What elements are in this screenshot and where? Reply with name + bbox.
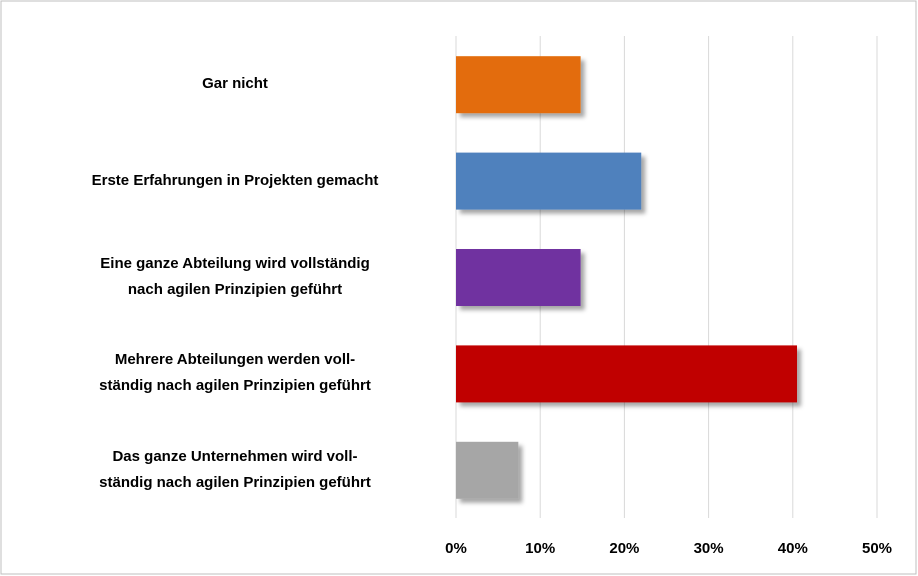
bar [456, 249, 581, 306]
bar [456, 345, 798, 403]
x-tick-label: 40% [778, 540, 808, 557]
x-tick-label: 30% [694, 540, 724, 557]
bar [456, 152, 642, 210]
x-tick-label: 10% [525, 540, 555, 557]
x-tick-label: 50% [862, 540, 892, 557]
x-tick-label: 0% [445, 540, 467, 557]
x-tick-label: 20% [609, 540, 639, 557]
category-label: Eine ganze Abteilung wird vollständig na… [100, 255, 370, 298]
bar [456, 56, 581, 114]
category-label: Gar nicht [202, 75, 268, 93]
category-label: Mehrere Abteilungen werden voll- ständig… [99, 351, 371, 395]
bar [456, 441, 519, 499]
category-label: Das ganze Unternehmen wird voll- ständig… [99, 447, 371, 491]
category-label: Erste Erfahrungen in Projekten gemacht [91, 171, 379, 189]
